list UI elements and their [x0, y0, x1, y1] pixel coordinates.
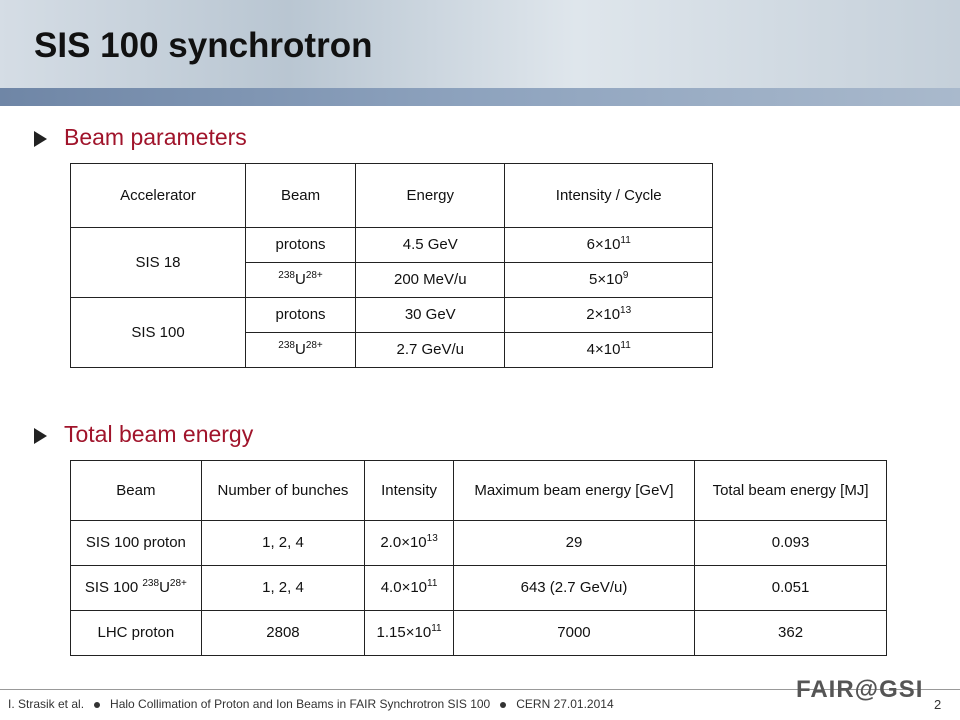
- cell: 2.7 GeV/u: [355, 332, 506, 368]
- talk: Halo Collimation of Proton and Ion Beams…: [110, 697, 491, 711]
- cell: 362: [694, 610, 887, 656]
- text-run: 6×10: [586, 236, 621, 253]
- text-run: U: [294, 341, 306, 358]
- bullet: [34, 131, 47, 147]
- footer-line: [0, 689, 960, 690]
- superscript: 28+: [305, 270, 323, 281]
- header-cell: Energy: [355, 163, 506, 228]
- text-run: 2×10: [586, 306, 621, 323]
- cell: 0.093: [694, 520, 887, 566]
- cell: SIS 18: [70, 227, 246, 298]
- header-row: Accelerator Beam Energy Intensity / Cycle: [70, 163, 713, 228]
- cell: 4.5 GeV: [355, 227, 506, 263]
- section-heading: Beam parameters: [64, 124, 247, 150]
- row: SIS 100 protons 30 GeV 2×1013: [70, 297, 713, 368]
- row: SIS 100 238U28+ 1, 2, 4 4.0×1011 643 (2.7 G…: [70, 565, 887, 611]
- total-energy-table: Beam Number of bunches Intensity Maximum be…: [70, 460, 887, 656]
- slide-title: SIS 100 synchrotron: [34, 26, 373, 65]
- header-row: Beam Number of bunches Intensity Maximum be…: [70, 460, 887, 521]
- header-cell: Maximum beam energy [GeV]: [452, 460, 696, 521]
- bullet: [34, 428, 47, 444]
- cell: 238U28+: [244, 332, 357, 368]
- cell: 4×1011: [504, 332, 713, 368]
- superscript: 11: [427, 578, 438, 589]
- cell: SIS 100 238U28+: [70, 565, 202, 611]
- text-run: U: [294, 271, 306, 288]
- cell: 29: [452, 520, 696, 566]
- cell: 5×109: [504, 262, 713, 298]
- row: 238U28+ 2.7 GeV/u 4×1011: [71, 332, 713, 368]
- cell: 7000: [452, 610, 696, 656]
- cell: 2808: [200, 610, 366, 656]
- row: LHC proton 2808 1.15×1011 7000 362: [70, 610, 887, 656]
- superscript: 11: [431, 623, 442, 634]
- text-run: 4.0×10: [380, 579, 428, 596]
- superscript: 238: [278, 270, 295, 281]
- cell: 238U28+: [244, 262, 357, 298]
- cell: 2.0×1013: [364, 520, 454, 566]
- page-number: 2: [934, 697, 942, 712]
- text-run: 5×10: [589, 271, 623, 288]
- superscript: 9: [622, 270, 629, 281]
- section-heading: Total beam energy: [64, 421, 254, 447]
- superscript: 238: [142, 578, 160, 589]
- cell: 1, 2, 4: [200, 520, 366, 566]
- text-run: 1.15×10: [376, 624, 432, 641]
- header-cell: Total beam energy [MJ]: [694, 460, 887, 521]
- row: 238U28+ 200 MeV/u 5×109: [71, 262, 713, 298]
- cell: 4.0×1011: [364, 565, 454, 611]
- header-banner: [0, 0, 960, 88]
- row: SIS 18 protons 4.5 GeV 6×1011: [70, 227, 713, 298]
- superscript: 28+: [169, 578, 187, 589]
- beam-parameters-table: Accelerator Beam Energy Intensity / Cycle SI…: [70, 163, 713, 368]
- header-cell: Beam: [244, 163, 357, 228]
- cell: 6×1011: [504, 227, 713, 263]
- header-cell: Beam: [70, 460, 202, 521]
- cell: 2×1013: [504, 297, 713, 333]
- header-cell: Intensity / Cycle: [504, 163, 713, 228]
- text-run: 2.0×10: [380, 534, 427, 551]
- text-run: U: [159, 579, 170, 596]
- superscript: 13: [426, 533, 438, 544]
- cell: 30 GeV: [355, 297, 506, 333]
- separator: [500, 701, 507, 708]
- superscript: 28+: [305, 340, 323, 351]
- superscript: 13: [620, 305, 632, 316]
- cell: SIS 100: [70, 297, 246, 368]
- cell: 643 (2.7 GeV/u): [452, 565, 696, 611]
- author: I. Strasik et al.: [8, 697, 85, 711]
- footer: I. Strasik et al. Halo Collimation of Pro…: [8, 697, 614, 711]
- cell: protons: [244, 297, 357, 333]
- header-stripe: [0, 88, 960, 106]
- cell: SIS 100 proton: [70, 520, 202, 566]
- text-run: SIS 100: [84, 579, 143, 596]
- header-cell: Number of bunches: [200, 460, 366, 521]
- cell: 200 MeV/u: [355, 262, 506, 298]
- cell: LHC proton: [70, 610, 202, 656]
- superscript: 11: [620, 340, 631, 351]
- separator: [94, 701, 101, 708]
- cell: protons: [244, 227, 357, 263]
- text-run: 4×10: [586, 341, 621, 358]
- header-cell: Accelerator: [70, 163, 246, 228]
- superscript: 238: [278, 340, 295, 351]
- cell: 1.15×1011: [364, 610, 454, 656]
- header-cell: Intensity: [364, 460, 454, 521]
- venue: CERN 27.01.2014: [516, 697, 614, 711]
- cell: 0.051: [694, 565, 887, 611]
- superscript: 11: [620, 235, 631, 246]
- cell: 1, 2, 4: [200, 565, 366, 611]
- row: SIS 100 proton 1, 2, 4 2.0×1013 29 0.093: [70, 520, 887, 566]
- logo: FAIR@GSI: [796, 676, 924, 703]
